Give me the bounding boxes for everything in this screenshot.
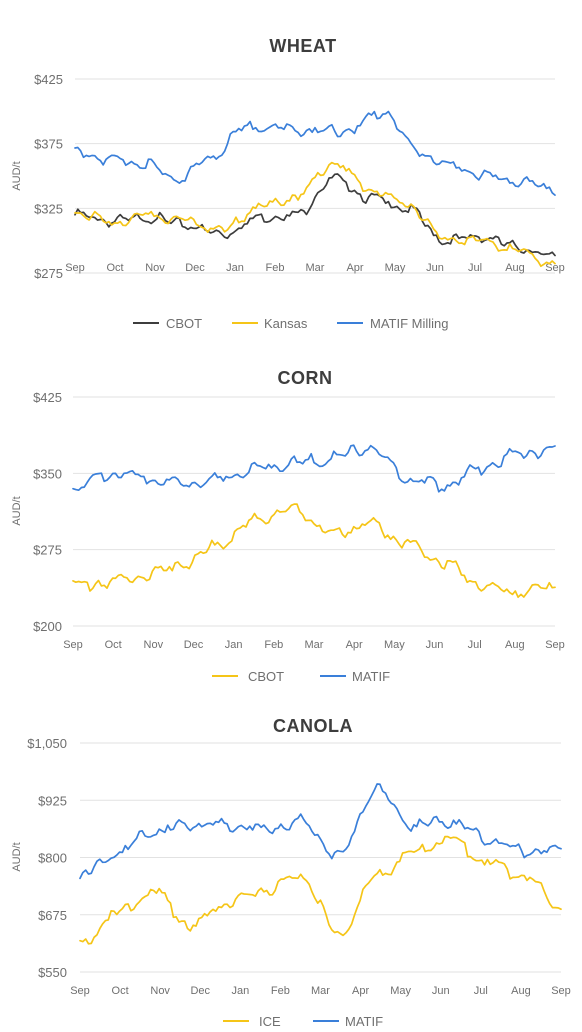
x-tick-label: Sep <box>545 639 565 651</box>
x-tick-label: Jan <box>231 985 249 997</box>
y-tick-label: $325 <box>34 201 63 216</box>
y-tick-label: $425 <box>34 72 63 87</box>
x-tick-labels: Sep Oct Nov Dec Jan Feb Mar Apr May Jun Jul Aug Sep <box>65 262 565 274</box>
x-tick-label: Mar <box>311 985 330 997</box>
legend: CBOT MATIF <box>212 669 390 684</box>
legend-label: Kansas <box>264 316 308 331</box>
gridlines <box>80 742 561 973</box>
x-tick-label: Nov <box>145 262 165 274</box>
wheat-chart: WHEAT AUD/t $275 $325 $375 $425 Sep Oct Nov De… <box>11 36 565 331</box>
y-tick-label: $350 <box>33 466 62 481</box>
y-tick-label: $675 <box>38 908 67 923</box>
x-tick-label: May <box>390 985 411 997</box>
x-tick-label: Jun <box>432 985 450 997</box>
x-tick-label: Apr <box>352 985 369 997</box>
legend-label: ICE <box>259 1014 281 1029</box>
x-tick-label: Jul <box>474 985 488 997</box>
x-tick-label: Dec <box>184 639 204 651</box>
x-tick-label: Mar <box>306 262 325 274</box>
legend: ICE MATIF <box>223 1014 383 1029</box>
legend-label: MATIF Milling <box>370 316 448 331</box>
x-tick-label: Jan <box>226 262 244 274</box>
x-tick-label: Oct <box>112 985 129 997</box>
y-tick-label: $275 <box>34 266 63 281</box>
x-tick-label: May <box>384 639 405 651</box>
y-axis-label: AUD/t <box>11 161 23 190</box>
x-tick-label: Jun <box>426 639 444 651</box>
y-tick-labels: $550 $675 $800 $925 $1,050 <box>27 736 67 980</box>
y-tick-label: $550 <box>38 965 67 980</box>
y-tick-labels: $200 $275 $350 $425 <box>33 390 62 634</box>
chart-title: CANOLA <box>273 716 353 736</box>
x-tick-label: Apr <box>346 262 363 274</box>
y-axis-label: AUD/t <box>11 496 23 525</box>
y-tick-label: $925 <box>38 793 67 808</box>
gridlines <box>75 78 555 274</box>
x-tick-label: Aug <box>505 639 525 651</box>
x-tick-label: Sep <box>65 262 85 274</box>
x-tick-label: Dec <box>190 985 210 997</box>
x-tick-label: Sep <box>551 985 571 997</box>
y-tick-label: $275 <box>33 543 62 558</box>
canola-chart: CANOLA AUD/t $550 $675 $800 $925 $1,050 Sep O… <box>11 716 571 1029</box>
x-tick-label: Feb <box>264 639 283 651</box>
series-line-cbot <box>72 503 556 599</box>
series-line-matif <box>79 783 562 880</box>
series-lines <box>79 783 562 945</box>
legend-label: MATIF <box>352 669 390 684</box>
x-tick-labels: Sep Oct Nov Dec Jan Feb Mar Apr May Jun Jul Aug Sep <box>70 985 571 997</box>
x-tick-label: Aug <box>511 985 531 997</box>
legend-label: CBOT <box>166 316 202 331</box>
y-tick-label: $800 <box>38 851 67 866</box>
series-line-kansas <box>74 161 556 268</box>
y-tick-labels: $275 $325 $375 $425 <box>34 72 63 281</box>
series-line-matif-milling <box>74 110 556 196</box>
series-line-cbot <box>74 173 556 257</box>
x-tick-label: Jun <box>426 262 444 274</box>
x-tick-label: Mar <box>305 639 324 651</box>
x-tick-label: Aug <box>505 262 525 274</box>
x-tick-label: Sep <box>70 985 90 997</box>
y-tick-label: $1,050 <box>27 736 67 751</box>
x-tick-label: Dec <box>185 262 205 274</box>
x-tick-label: Feb <box>271 985 290 997</box>
x-tick-label: Apr <box>346 639 363 651</box>
series-line-matif <box>72 444 556 493</box>
legend-label: CBOT <box>248 669 284 684</box>
y-tick-label: $375 <box>34 137 63 152</box>
x-tick-label: Jan <box>225 639 243 651</box>
chart-title: CORN <box>278 368 333 388</box>
x-tick-labels: Sep Oct Nov Dec Jan Feb Mar Apr May Jun Jul Aug Sep <box>63 639 565 651</box>
x-tick-label: Nov <box>150 985 170 997</box>
gridlines <box>73 396 555 627</box>
x-tick-label: Jul <box>468 262 482 274</box>
x-tick-label: Jul <box>468 639 482 651</box>
legend: CBOT Kansas MATIF Milling <box>133 316 448 331</box>
x-tick-label: Feb <box>266 262 285 274</box>
series-line-ice <box>79 835 562 945</box>
y-tick-label: $200 <box>33 619 62 634</box>
x-tick-label: Sep <box>63 639 83 651</box>
x-tick-label: Oct <box>106 262 123 274</box>
x-tick-label: Sep <box>545 262 565 274</box>
x-tick-label: May <box>385 262 406 274</box>
y-tick-label: $425 <box>33 390 62 405</box>
legend-label: MATIF <box>345 1014 383 1029</box>
y-axis-label: AUD/t <box>11 842 23 871</box>
chart-title: WHEAT <box>269 36 336 56</box>
series-lines <box>74 110 556 268</box>
series-lines <box>72 444 556 599</box>
corn-chart: CORN AUD/t $200 $275 $350 $425 Sep Oct Nov Dec… <box>11 368 565 684</box>
x-tick-label: Oct <box>105 639 122 651</box>
x-tick-label: Nov <box>144 639 164 651</box>
